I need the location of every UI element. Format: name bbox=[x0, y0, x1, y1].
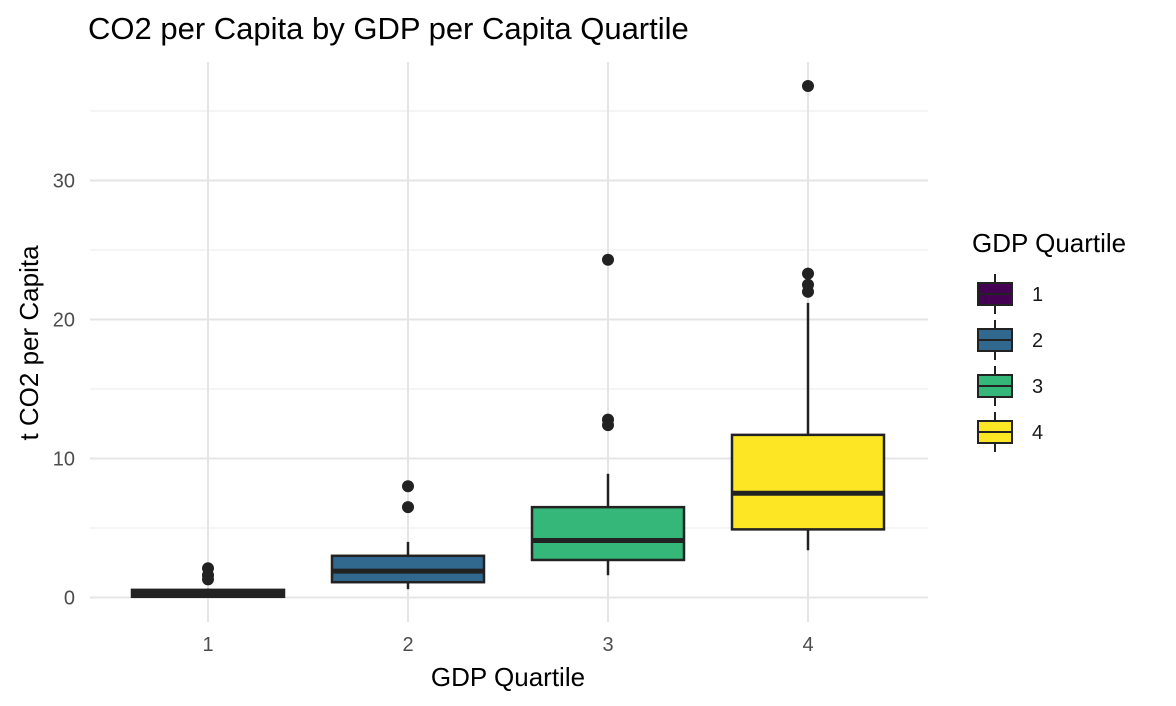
box bbox=[530, 505, 686, 562]
outlier-point bbox=[802, 278, 814, 291]
x-tick-label: 1 bbox=[202, 634, 213, 656]
outlier-point bbox=[802, 267, 814, 280]
legend-title: GDP Quartile bbox=[972, 228, 1126, 258]
legend-entry-1: 1 bbox=[977, 274, 1043, 314]
outlier-point bbox=[602, 253, 614, 266]
x-tick-labels: 1 2 3 4 bbox=[202, 634, 813, 656]
box-group-2 bbox=[330, 480, 486, 590]
legend-entry-4: 4 bbox=[977, 412, 1043, 452]
box-group-4 bbox=[730, 79, 886, 551]
box-group-1 bbox=[130, 562, 286, 599]
y-tick-label: 10 bbox=[53, 449, 75, 471]
legend-label: 2 bbox=[1032, 330, 1043, 352]
x-tick-label: 4 bbox=[802, 634, 813, 656]
y-axis-title: t CO2 per Capita bbox=[14, 245, 44, 441]
outlier-point bbox=[402, 480, 414, 493]
y-tick-label: 30 bbox=[53, 171, 75, 193]
chart-title: CO2 per Capita by GDP per Capita Quartil… bbox=[88, 11, 689, 46]
x-tick-label: 3 bbox=[602, 634, 613, 656]
outlier-point bbox=[202, 562, 214, 575]
legend-label: 4 bbox=[1032, 422, 1043, 444]
box bbox=[730, 433, 886, 531]
outlier-point bbox=[402, 501, 414, 514]
box-group-3 bbox=[530, 253, 686, 576]
outlier-point bbox=[802, 79, 814, 92]
legend-entry-2: 2 bbox=[977, 320, 1043, 360]
boxes bbox=[130, 79, 886, 599]
x-tick-label: 2 bbox=[402, 634, 413, 656]
y-tick-label: 0 bbox=[64, 588, 75, 610]
y-tick-labels: 0 10 20 30 bbox=[53, 171, 75, 610]
legend-label: 1 bbox=[1032, 284, 1043, 306]
legend: GDP Quartile 1 2 3 4 bbox=[972, 228, 1126, 452]
legend-label: 3 bbox=[1032, 376, 1043, 398]
y-tick-label: 20 bbox=[53, 310, 75, 332]
legend-entry-3: 3 bbox=[977, 366, 1043, 406]
x-axis-title: GDP Quartile bbox=[431, 662, 585, 692]
grid bbox=[90, 62, 928, 622]
outlier-point bbox=[602, 413, 614, 426]
